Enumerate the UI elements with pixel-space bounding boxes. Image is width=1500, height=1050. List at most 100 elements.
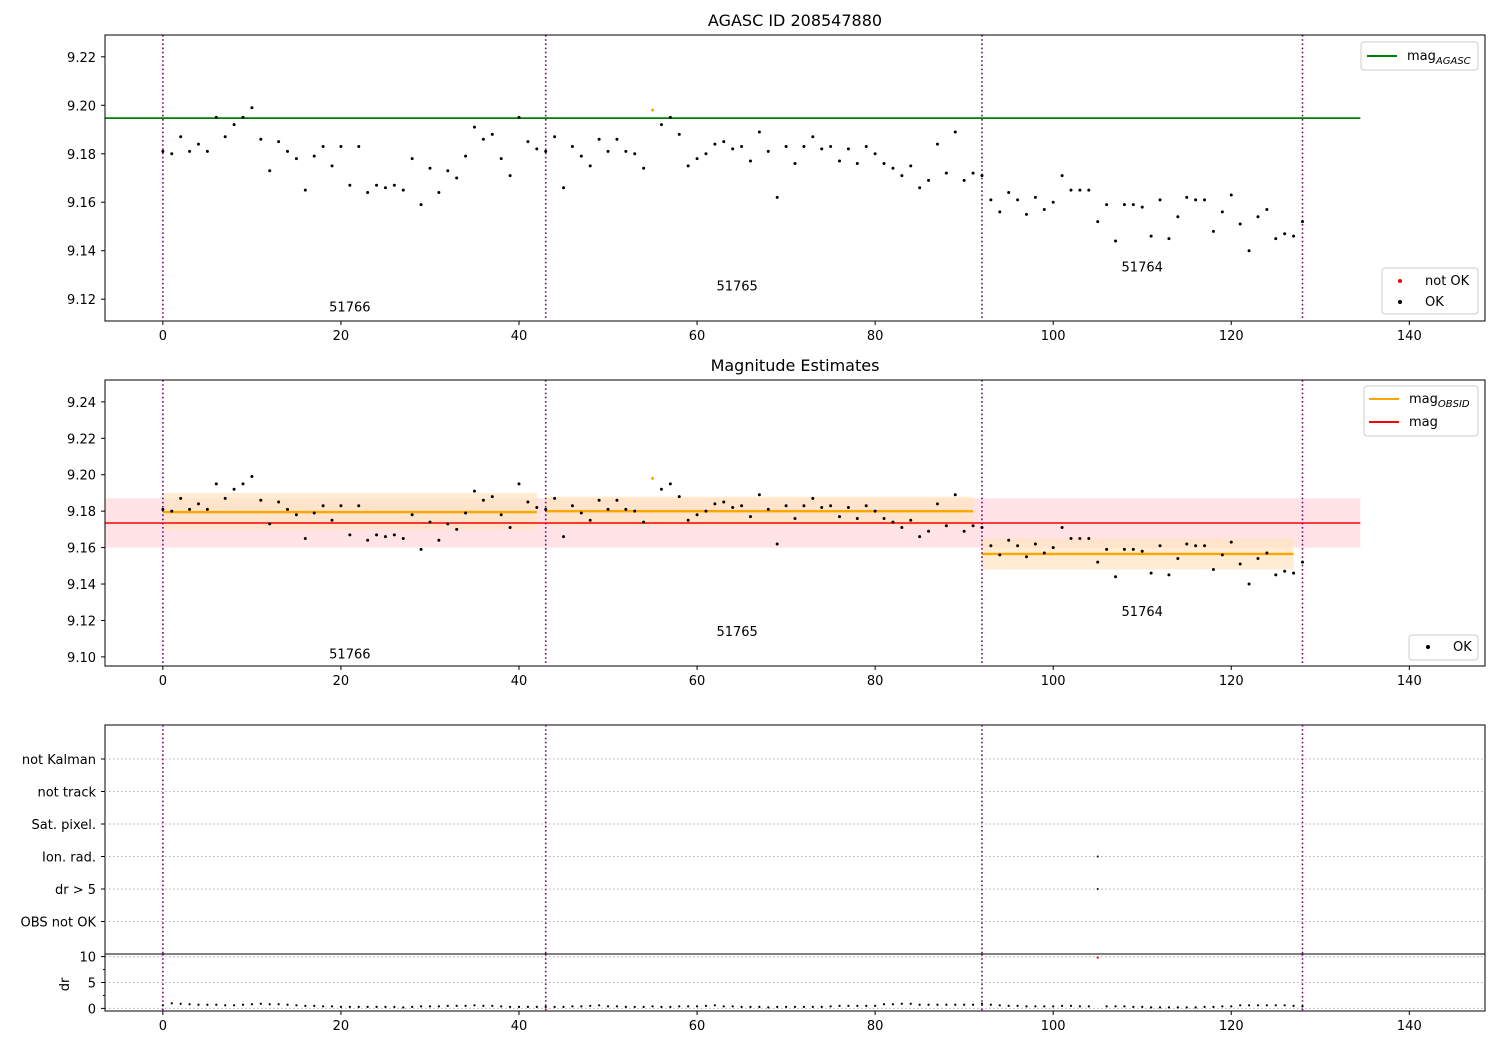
- data-point: [1274, 237, 1278, 241]
- data-point: [918, 535, 922, 539]
- dr-axis-label: dr: [58, 977, 73, 991]
- flag-row-label: Sat. pixel.: [32, 818, 96, 833]
- dr-point: [1105, 1005, 1108, 1008]
- dr-point: [330, 1005, 334, 1008]
- x-tick-label: 60: [689, 329, 706, 344]
- data-point: [855, 161, 859, 165]
- data-point: [740, 504, 744, 508]
- dr-point: [268, 1003, 271, 1006]
- dr-point: [473, 1004, 476, 1007]
- data-point: [677, 132, 681, 136]
- agasc-panel-title: AGASC ID 208547880: [708, 11, 882, 30]
- data-point: [526, 140, 530, 144]
- legend-ok-status: not OK OK: [1381, 267, 1479, 315]
- data-point: [508, 526, 512, 530]
- dr-point: [598, 1004, 601, 1007]
- data-point: [1122, 547, 1126, 551]
- x-tick-label: 20: [333, 1019, 350, 1034]
- data-point: [766, 149, 770, 153]
- x-tick-label: 80: [867, 329, 884, 344]
- dr-point: [170, 1002, 173, 1005]
- dr-point: [642, 1005, 645, 1008]
- data-point: [1007, 538, 1011, 542]
- dr-point: [989, 1003, 992, 1006]
- data-point: [686, 518, 690, 522]
- data-point: [437, 191, 441, 195]
- data-point: [223, 496, 227, 500]
- dr-point: [1052, 1005, 1055, 1008]
- data-point: [410, 513, 414, 517]
- data-point: [642, 166, 646, 170]
- data-point: [303, 188, 307, 192]
- data-point: [962, 178, 966, 182]
- dr-point: [1274, 1004, 1277, 1007]
- data-point: [464, 511, 468, 515]
- data-point: [802, 144, 806, 148]
- data-point: [455, 176, 459, 180]
- data-point: [383, 535, 387, 539]
- data-point: [357, 144, 361, 148]
- data-point: [838, 159, 842, 163]
- x-tick-label: 20: [333, 329, 350, 344]
- dr-point: [793, 1005, 797, 1008]
- data-point: [1256, 215, 1260, 219]
- dr-point: [740, 1005, 743, 1008]
- dr-point: [971, 1003, 975, 1006]
- x-tick-label: 80: [867, 1019, 884, 1034]
- data-point: [535, 506, 539, 510]
- dr-point: [998, 1004, 1001, 1007]
- legend-frame: [1408, 634, 1479, 661]
- data-point: [606, 149, 610, 153]
- data-point: [1229, 193, 1233, 197]
- dr-point: [384, 1005, 387, 1008]
- dr-point: [197, 1003, 200, 1006]
- data-point: [615, 137, 619, 141]
- data-point: [1007, 191, 1011, 195]
- dr-point: [491, 1004, 494, 1007]
- dr-point: [1167, 1006, 1171, 1009]
- dr-point: [704, 1004, 708, 1007]
- dr-point: [1283, 1004, 1286, 1007]
- data-point: [642, 520, 646, 524]
- data-point: [748, 159, 752, 163]
- data-point: [980, 174, 984, 178]
- data-point: [998, 553, 1002, 557]
- data-point: [1158, 544, 1162, 548]
- data-point: [597, 498, 601, 502]
- data-point: [490, 132, 494, 136]
- data-point: [250, 106, 254, 110]
- data-point: [1220, 553, 1224, 557]
- data-point: [1265, 208, 1269, 212]
- data-point: [366, 191, 370, 195]
- data-point: [882, 516, 886, 520]
- x-tick-label: 60: [689, 674, 706, 689]
- dr-point: [1221, 1005, 1224, 1008]
- x-tick-label: 120: [1219, 674, 1244, 689]
- data-point: [330, 164, 334, 168]
- obsid-label: 51766: [329, 300, 370, 315]
- data-point: [757, 130, 761, 134]
- data-point: [1300, 560, 1304, 564]
- dr-point: [366, 1005, 369, 1008]
- data-point: [873, 152, 877, 156]
- data-point: [748, 515, 752, 519]
- dr-point: [802, 1005, 806, 1008]
- dr-point: [428, 1005, 432, 1008]
- x-tick-label: 20: [333, 674, 350, 689]
- data-point: [1140, 549, 1144, 553]
- y-tick-label: 9.16: [67, 196, 96, 211]
- dr-point: [936, 1003, 939, 1006]
- data-point: [259, 137, 263, 141]
- data-point: [366, 538, 370, 542]
- data-point: [1229, 540, 1233, 544]
- data-point: [989, 198, 993, 202]
- data-point: [811, 135, 815, 139]
- dr-point: [927, 1003, 930, 1006]
- data-point: [668, 115, 672, 119]
- dr-point: [918, 1003, 921, 1006]
- y-tick-label: 0: [88, 1002, 96, 1017]
- dr-point: [295, 1004, 298, 1007]
- data-point: [1024, 555, 1028, 559]
- data-point: [196, 142, 200, 146]
